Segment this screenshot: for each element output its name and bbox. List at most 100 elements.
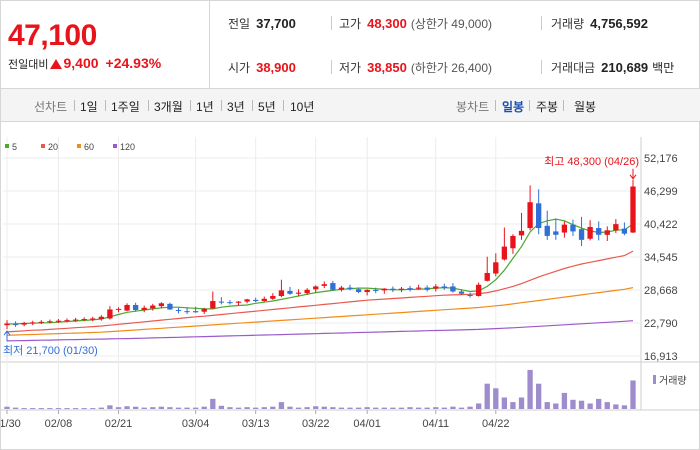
volume-bar <box>107 405 113 409</box>
volume-bar <box>55 408 62 410</box>
candle-body <box>47 321 53 323</box>
candle-body <box>570 224 576 232</box>
change-percent: +24.93% <box>105 55 162 71</box>
stat-value: 38,900 <box>256 59 296 75</box>
candle-body <box>510 235 516 249</box>
x-tick-label: 03/22 <box>302 418 330 430</box>
volume-bar <box>184 407 190 409</box>
period-3m[interactable]: 3개월 <box>154 100 183 114</box>
volume-bar <box>390 407 396 409</box>
candle-body <box>415 287 422 289</box>
volume-bar <box>253 407 259 409</box>
legend-swatch <box>77 144 81 148</box>
period-weekly[interactable]: 주봉 <box>536 100 559 114</box>
volume-bar <box>132 406 139 409</box>
stat-high: 고가 48,300 (상한가 49,000) <box>339 1 492 45</box>
candle-body <box>98 316 104 320</box>
candle-body <box>578 229 585 240</box>
legend-label: 60 <box>84 142 94 152</box>
volume-bar <box>261 407 267 409</box>
high-arrow-head-icon <box>629 174 637 180</box>
volume-bar <box>450 406 456 409</box>
x-tick-label: 02/21 <box>105 418 133 430</box>
volume-bar <box>527 369 533 409</box>
ma120-line <box>6 320 634 342</box>
candle-body <box>536 203 542 229</box>
period-3y[interactable]: 3년 <box>227 100 245 114</box>
candle-body <box>201 308 207 312</box>
candle-body <box>261 298 267 302</box>
stat-sub: (하한가 26,400) <box>410 60 493 75</box>
candle-body <box>604 230 610 235</box>
divider <box>252 100 253 111</box>
volume-bar <box>235 407 242 409</box>
x-tick-label: 03/13 <box>242 418 270 430</box>
volume-bar <box>304 407 310 409</box>
candle-body <box>175 310 182 312</box>
period-5y[interactable]: 5년 <box>258 100 276 114</box>
volume-bar <box>98 407 104 409</box>
x-tick-label: 04/22 <box>482 418 510 430</box>
volume-bar <box>596 398 602 409</box>
volume-bar <box>407 407 413 409</box>
volume-bar <box>313 406 319 409</box>
candle-body <box>613 224 619 231</box>
volume-bar <box>510 402 516 409</box>
y-tick-label: 40,422 <box>644 219 678 231</box>
candle-body <box>450 286 456 292</box>
candle-body <box>184 311 190 313</box>
volume-bar <box>475 403 482 409</box>
divider <box>495 100 496 111</box>
candle-chart-label: 봉차트 <box>456 100 490 114</box>
candle-body <box>115 308 122 310</box>
stat-unit: 백만 <box>652 60 675 75</box>
stat-volume: 거래량 4,756,592 <box>551 1 648 45</box>
divider <box>541 16 542 30</box>
volume-bar <box>278 402 285 409</box>
volume-bar <box>364 407 370 409</box>
y-tick-label: 46,299 <box>644 186 678 198</box>
ma5-line <box>6 218 634 325</box>
candle-body <box>4 323 10 326</box>
volume-bar <box>287 406 293 409</box>
volume-bar <box>30 408 36 410</box>
stat-label: 고가 <box>339 16 362 31</box>
period-monthly[interactable]: 월봉 <box>574 100 597 114</box>
candle-body <box>253 299 259 302</box>
volume-bar <box>467 406 473 409</box>
candle-body <box>484 272 490 281</box>
candle-body <box>270 295 276 299</box>
candle-body <box>338 287 345 290</box>
period-daily[interactable]: 일봉 <box>502 100 525 114</box>
period-10y[interactable]: 10년 <box>290 100 315 114</box>
candlestick-chart: 52,176 46,299 40,422 34,545 28,668 22,790 16,9… <box>1 137 700 430</box>
stat-label: 시가 <box>228 60 251 75</box>
volume-bar <box>561 392 568 409</box>
volume-bar <box>381 407 387 409</box>
stat-prev-close: 전일 37,700 <box>228 1 296 45</box>
candle-body <box>355 289 362 293</box>
candle-body <box>501 246 508 260</box>
volume-bar <box>38 408 44 410</box>
volume-bar <box>124 406 130 409</box>
period-1w[interactable]: 1주일 <box>111 100 140 114</box>
divider <box>541 60 542 74</box>
candle-body <box>81 319 87 321</box>
candle-body <box>407 288 413 290</box>
candle-body <box>475 284 482 296</box>
period-1d[interactable]: 1일 <box>80 100 98 114</box>
candle-body <box>295 292 302 294</box>
candle-body <box>630 186 636 233</box>
candle-body <box>21 322 27 325</box>
candle-body <box>596 228 602 235</box>
candle-body <box>304 289 310 294</box>
ma20-line <box>6 250 634 333</box>
candle-body <box>433 286 439 289</box>
volume-bar <box>175 407 182 409</box>
volume-bar <box>21 408 27 410</box>
period-1y[interactable]: 1년 <box>196 100 214 114</box>
volume-bar <box>433 407 439 409</box>
chart-toolbar: 선차트 1일 1주일 3개월 1년 3년 5년 10년 봉차트 일봉 주봉 월봉 <box>1 89 700 122</box>
candle-body <box>64 320 70 322</box>
change-amount: 9,400 <box>63 55 99 71</box>
